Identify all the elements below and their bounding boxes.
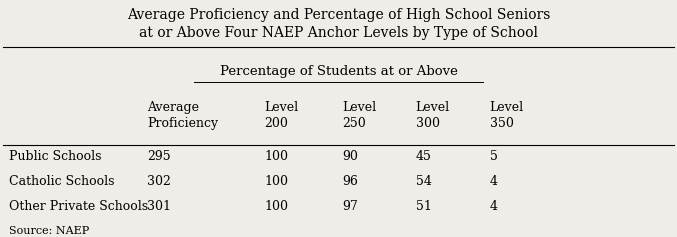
Text: 5: 5 (489, 150, 498, 163)
Text: Source: NAEP: Source: NAEP (9, 226, 90, 236)
Text: Level
350: Level 350 (489, 101, 524, 130)
Text: 51: 51 (416, 200, 432, 213)
Text: Catholic Schools: Catholic Schools (9, 175, 115, 188)
Text: 4: 4 (489, 175, 498, 188)
Text: 54: 54 (416, 175, 432, 188)
Text: 90: 90 (342, 150, 357, 163)
Text: Other Private Schools: Other Private Schools (9, 200, 149, 213)
Text: 100: 100 (265, 150, 288, 163)
Text: 100: 100 (265, 175, 288, 188)
Text: 4: 4 (489, 200, 498, 213)
Text: 96: 96 (342, 175, 357, 188)
Text: Level
250: Level 250 (342, 101, 376, 130)
Text: 100: 100 (265, 200, 288, 213)
Text: 45: 45 (416, 150, 432, 163)
Text: Percentage of Students at or Above: Percentage of Students at or Above (219, 65, 458, 78)
Text: 302: 302 (147, 175, 171, 188)
Text: Public Schools: Public Schools (9, 150, 102, 163)
Text: Level
300: Level 300 (416, 101, 450, 130)
Text: Average Proficiency and Percentage of High School Seniors
at or Above Four NAEP : Average Proficiency and Percentage of Hi… (127, 8, 550, 40)
Text: 97: 97 (342, 200, 357, 213)
Text: Average
Proficiency: Average Proficiency (147, 101, 218, 130)
Text: 301: 301 (147, 200, 171, 213)
Text: Level
200: Level 200 (265, 101, 299, 130)
Text: 295: 295 (147, 150, 171, 163)
